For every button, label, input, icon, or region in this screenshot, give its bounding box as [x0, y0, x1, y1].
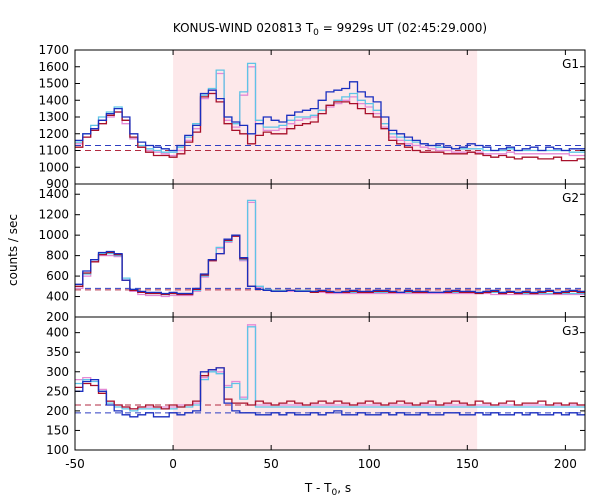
y-tick-label: 150: [46, 423, 69, 437]
x-tick-label: -50: [65, 457, 85, 471]
series-line-red: [75, 367, 585, 410]
y-tick-label: 1000: [38, 228, 69, 242]
panel-g2: 200 400 600 800 1000 1200 1400 G2: [38, 183, 586, 324]
chart-title: KONUS-WIND 020813 T0 = 9929s UT (02:45:2…: [173, 21, 487, 38]
x-tick-label: 150: [456, 457, 479, 471]
panel-label: G1: [562, 57, 579, 71]
y-axis-label: counts / sec: [6, 214, 20, 286]
y-tick-label: 400: [46, 290, 69, 304]
panel-frame: [74, 316, 586, 451]
y-tick-label: 250: [46, 384, 69, 398]
series-line-blue: [75, 367, 585, 418]
y-tick-label: 1400: [38, 93, 69, 107]
panel-g1: 900 1000 1100 1200 1300 1400 1500 1600 1700 G1: [38, 43, 586, 191]
x-tick-label: 200: [554, 457, 577, 471]
x-tick-label: 50: [264, 457, 279, 471]
panel-label: G2: [562, 191, 579, 205]
y-tick-label: 200: [46, 404, 69, 418]
y-tick-label: 900: [46, 177, 69, 191]
y-tick-label: 1200: [38, 127, 69, 141]
y-tick-label: 1700: [38, 43, 69, 57]
y-tick-label: 400: [46, 326, 69, 340]
y-tick-label: 1600: [38, 60, 69, 74]
y-tick-label: 1300: [38, 110, 69, 124]
y-tick-label: 600: [46, 269, 69, 283]
y-tick-label: 350: [46, 345, 69, 359]
series-line-cyan: [75, 326, 585, 412]
y-tick-label: 800: [46, 249, 69, 263]
y-tick-label: 1400: [38, 187, 69, 201]
y-tick-label: 100: [46, 443, 69, 457]
y-tick-label: 1100: [38, 144, 69, 158]
series-line-blue: [75, 234, 585, 295]
burst-interval-band: [173, 317, 478, 450]
panel-g3: 100 150 200 250 300 350 400 G3: [46, 316, 586, 457]
burst-interval-band: [173, 184, 478, 317]
series-line-blue: [75, 81, 585, 152]
chart-title-subscript: 0: [313, 28, 319, 38]
series-line-cyan: [75, 62, 585, 153]
y-tick-label: 1200: [38, 208, 69, 222]
y-tick-label: 200: [46, 310, 69, 324]
y-tick-label: 1000: [38, 160, 69, 174]
panels-layer: 90010001100120013001400150016001700G1200…: [38, 43, 586, 471]
y-tick-label: 1500: [38, 77, 69, 91]
y-tick-label: 300: [46, 365, 69, 379]
x-axis-label: T - T0, s: [304, 481, 351, 498]
x-axis-label-subscript: 0: [332, 488, 338, 498]
x-tick-label: 0: [169, 457, 177, 471]
panel-label: G3: [562, 324, 579, 338]
x-tick-label: 100: [358, 457, 381, 471]
series-line-red: [75, 92, 585, 162]
